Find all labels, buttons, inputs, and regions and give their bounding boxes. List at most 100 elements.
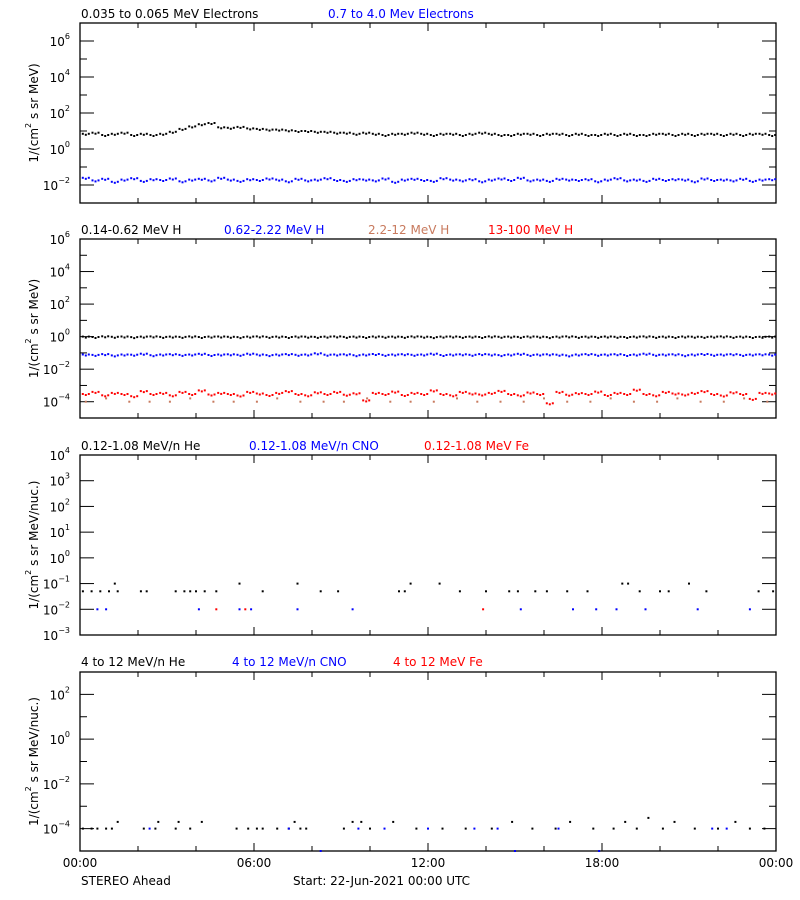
- panel-2: 10−4 10−2 100 102 104 106 1/(cm2 s sr MeV): [24, 230, 777, 419]
- data-point: [268, 355, 271, 358]
- data-point: [394, 336, 397, 339]
- data-point: [555, 132, 558, 135]
- data-point: [210, 336, 213, 339]
- data-point: [194, 353, 197, 356]
- data-point: [261, 353, 264, 356]
- data-point: [223, 176, 226, 179]
- data-point: [316, 179, 319, 182]
- data-point: [333, 390, 336, 393]
- data-point: [758, 391, 761, 394]
- data-point: [217, 335, 220, 338]
- data-point: [719, 178, 722, 181]
- data-point: [478, 180, 481, 183]
- data-point: [423, 133, 426, 136]
- data-point: [497, 335, 500, 338]
- data-point: [725, 178, 728, 181]
- data-point: [706, 132, 709, 135]
- data-point: [681, 393, 684, 396]
- data-point: [449, 132, 452, 135]
- data-point: [722, 354, 725, 357]
- data-point: [590, 353, 593, 356]
- data-point: [580, 335, 583, 338]
- data-point: [126, 178, 129, 181]
- data-point: [703, 354, 706, 356]
- data-point: [400, 132, 403, 135]
- data-point: [342, 400, 345, 403]
- data-point: [319, 130, 322, 133]
- data-point: [97, 179, 100, 182]
- data-point: [606, 354, 609, 357]
- data-point: [645, 336, 648, 339]
- data-point: [81, 590, 84, 593]
- data-point: [594, 134, 597, 136]
- data-point: [310, 130, 313, 132]
- data-point: [693, 181, 696, 184]
- data-point: [130, 395, 133, 398]
- data-point: [94, 180, 97, 183]
- data-point: [458, 590, 461, 593]
- data-point: [371, 132, 374, 135]
- data-point: [420, 335, 423, 338]
- data-point: [397, 180, 400, 183]
- data-point: [123, 179, 126, 182]
- data-point: [362, 336, 365, 338]
- data-point: [145, 390, 148, 393]
- data-point: [468, 335, 471, 338]
- data-point: [149, 134, 152, 136]
- data-point: [203, 123, 206, 126]
- data-point: [215, 590, 218, 593]
- data-point: [252, 390, 255, 393]
- data-point: [384, 336, 387, 339]
- data-point: [290, 353, 293, 356]
- data-point: [394, 354, 397, 357]
- data-point: [210, 355, 213, 357]
- data-point: [110, 827, 113, 830]
- data-point: [84, 177, 87, 180]
- data-point: [178, 127, 181, 130]
- data-point: [116, 820, 119, 823]
- data-point: [194, 335, 197, 338]
- data-point: [377, 132, 380, 135]
- data-point: [381, 335, 384, 338]
- data-point: [316, 131, 319, 134]
- data-point: [184, 180, 187, 183]
- panel-4: 10−4 10−2 100 102 1/(cm2 s sr MeV/nuc.) 00:00…: [24, 671, 793, 870]
- data-point: [294, 130, 297, 132]
- data-point: [377, 391, 380, 394]
- data-point: [171, 178, 174, 181]
- data-point: [648, 134, 651, 136]
- data-point: [316, 336, 319, 339]
- data-point: [519, 608, 522, 611]
- data-point: [207, 354, 210, 356]
- data-point: [700, 132, 703, 135]
- data-point: [255, 335, 258, 338]
- data-point: [358, 392, 361, 395]
- y-tick-label: 100: [50, 140, 70, 157]
- data-point: [619, 353, 622, 356]
- data-point: [513, 393, 516, 395]
- data-point: [429, 389, 432, 392]
- data-point: [481, 132, 484, 135]
- data-point: [168, 335, 171, 338]
- data-point: [458, 390, 461, 393]
- data-point: [458, 134, 461, 136]
- data-point: [236, 394, 239, 397]
- data-point: [336, 391, 339, 394]
- data-point: [464, 390, 467, 393]
- data-point: [410, 335, 413, 338]
- data-point: [667, 590, 670, 593]
- data-point: [645, 135, 648, 137]
- data-point: [629, 354, 632, 356]
- data-point: [91, 390, 94, 393]
- data-point: [545, 132, 548, 135]
- data-point: [763, 827, 766, 830]
- data-point: [229, 336, 232, 339]
- data-point: [674, 337, 677, 339]
- data-point: [687, 178, 690, 181]
- data-point: [635, 135, 638, 137]
- data-point: [548, 337, 551, 340]
- data-point: [323, 177, 326, 180]
- data-point: [432, 400, 435, 403]
- data-point: [445, 354, 448, 356]
- data-point: [300, 177, 303, 180]
